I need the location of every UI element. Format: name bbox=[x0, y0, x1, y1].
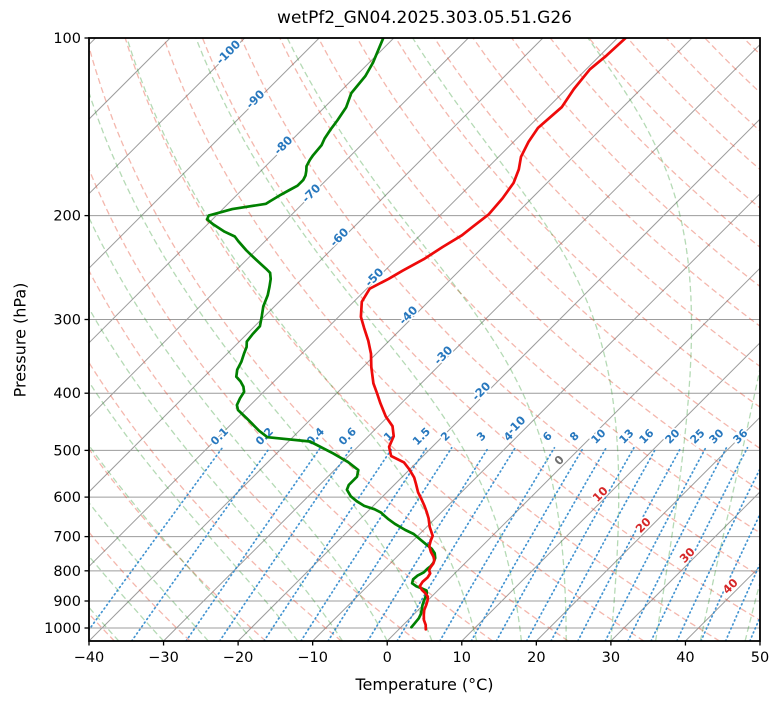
svg-text:800: 800 bbox=[53, 564, 81, 580]
svg-text:20: 20 bbox=[663, 426, 683, 446]
svg-text:900: 900 bbox=[53, 594, 81, 610]
svg-text:13: 13 bbox=[617, 427, 637, 447]
y-axis-label: Pressure (hPa) bbox=[10, 282, 30, 398]
svg-text:0.6: 0.6 bbox=[336, 425, 359, 448]
svg-text:600: 600 bbox=[53, 490, 81, 506]
svg-text:20: 20 bbox=[527, 650, 545, 666]
svg-text:700: 700 bbox=[53, 530, 81, 546]
svg-text:-30: -30 bbox=[431, 343, 456, 368]
svg-text:−30: −30 bbox=[148, 650, 179, 666]
svg-text:400: 400 bbox=[53, 386, 81, 402]
svg-text:500: 500 bbox=[53, 443, 81, 459]
svg-text:6: 6 bbox=[540, 429, 555, 444]
svg-text:40: 40 bbox=[676, 650, 694, 666]
svg-text:−20: −20 bbox=[223, 650, 254, 666]
svg-text:10: 10 bbox=[453, 650, 471, 666]
svg-text:0: 0 bbox=[383, 650, 392, 666]
svg-text:30: 30 bbox=[707, 426, 727, 446]
svg-text:0: 0 bbox=[551, 452, 567, 468]
svg-text:8: 8 bbox=[567, 429, 582, 444]
svg-text:2: 2 bbox=[438, 429, 453, 444]
svg-text:-100: -100 bbox=[213, 37, 243, 67]
svg-text:25: 25 bbox=[688, 427, 708, 447]
svg-text:10: 10 bbox=[589, 426, 609, 446]
svg-text:-70: -70 bbox=[299, 181, 324, 206]
svg-text:50: 50 bbox=[751, 650, 769, 666]
svg-text:30: 30 bbox=[677, 545, 698, 566]
svg-text:1000: 1000 bbox=[44, 621, 81, 637]
svg-text:−10: −10 bbox=[297, 650, 328, 666]
svg-text:-40: -40 bbox=[396, 303, 421, 328]
svg-text:-90: -90 bbox=[243, 87, 268, 112]
svg-text:16: 16 bbox=[637, 426, 657, 446]
svg-text:-60: -60 bbox=[327, 225, 352, 250]
chart-title: wetPf2_GN04.2025.303.05.51.G26 bbox=[277, 8, 572, 28]
svg-text:20: 20 bbox=[633, 515, 654, 536]
svg-text:-80: -80 bbox=[271, 133, 296, 158]
svg-text:200: 200 bbox=[53, 209, 81, 225]
svg-text:300: 300 bbox=[53, 313, 81, 329]
svg-text:10: 10 bbox=[590, 484, 611, 505]
svg-text:100: 100 bbox=[53, 31, 81, 47]
svg-text:-20: -20 bbox=[469, 379, 494, 404]
svg-text:1.5: 1.5 bbox=[410, 425, 433, 448]
x-axis-label: Temperature (°C) bbox=[355, 675, 494, 694]
svg-text:−40: −40 bbox=[74, 650, 105, 666]
svg-text:30: 30 bbox=[602, 650, 620, 666]
svg-text:3: 3 bbox=[474, 429, 489, 444]
